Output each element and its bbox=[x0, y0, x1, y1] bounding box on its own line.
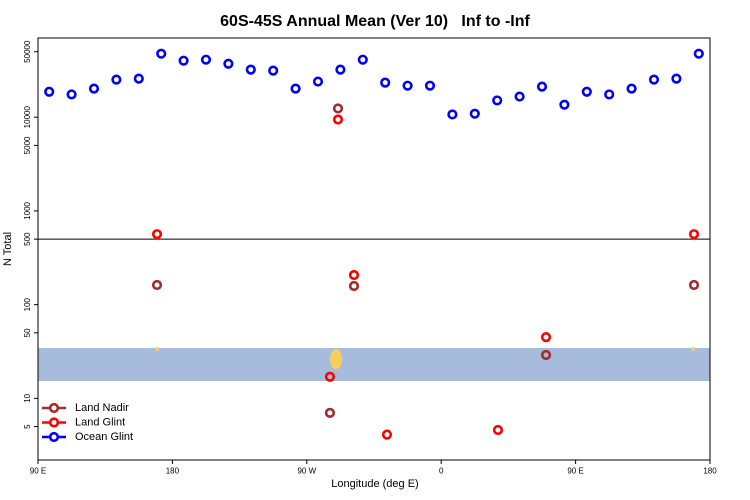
map-strip bbox=[38, 348, 710, 381]
legend-marker bbox=[48, 431, 60, 443]
plot-frame bbox=[37, 37, 711, 461]
legend-label: Ocean Glint bbox=[75, 431, 133, 443]
y-tick-label: 50000 bbox=[23, 40, 32, 63]
y-tick-label: 1000 bbox=[23, 201, 32, 219]
data-point bbox=[540, 349, 552, 361]
data-point bbox=[581, 86, 592, 97]
data-point bbox=[688, 279, 700, 291]
y-axis-label: N Total bbox=[2, 232, 14, 266]
x-tick-label: 180 bbox=[703, 467, 717, 476]
data-point bbox=[381, 429, 393, 440]
data-point bbox=[324, 407, 336, 418]
y-tick-label: 10 bbox=[23, 393, 32, 402]
data-point bbox=[133, 73, 144, 84]
y-tick-label: 10000 bbox=[23, 106, 32, 129]
data-point bbox=[514, 91, 525, 102]
data-point bbox=[335, 64, 346, 75]
data-point bbox=[151, 229, 163, 240]
data-point bbox=[178, 55, 189, 66]
x-tick-label: 0 bbox=[439, 467, 444, 476]
data-point bbox=[348, 280, 360, 292]
data-point bbox=[44, 86, 55, 97]
data-point bbox=[332, 103, 344, 114]
data-point bbox=[357, 54, 368, 65]
data-point bbox=[559, 99, 570, 110]
x-tick-label: 180 bbox=[166, 467, 180, 476]
legend-label: Land Glint bbox=[75, 416, 125, 428]
data-point bbox=[151, 279, 163, 291]
data-point bbox=[626, 83, 637, 94]
legend-marker bbox=[48, 402, 60, 414]
y-tick-label: 5000 bbox=[23, 136, 32, 154]
data-point bbox=[111, 74, 122, 85]
data-point bbox=[200, 54, 212, 65]
data-point bbox=[88, 83, 100, 94]
y-tick-label: 100 bbox=[23, 297, 32, 311]
legend-label: Land Nadir bbox=[75, 402, 129, 414]
y-tick-label: 5 bbox=[23, 424, 32, 429]
data-point bbox=[380, 77, 391, 88]
legend-marker bbox=[48, 417, 60, 428]
data-point bbox=[540, 332, 552, 343]
data-point bbox=[332, 114, 344, 125]
data-point bbox=[536, 81, 548, 92]
data-point bbox=[268, 65, 279, 76]
data-point bbox=[688, 229, 700, 240]
data-point bbox=[245, 64, 256, 75]
data-point bbox=[290, 83, 301, 94]
data-point bbox=[447, 109, 458, 120]
x-tick-label: 90 W bbox=[297, 467, 316, 476]
y-tick-label: 50 bbox=[23, 328, 32, 337]
data-point bbox=[348, 269, 360, 281]
data-point bbox=[693, 48, 704, 59]
data-point bbox=[469, 108, 480, 119]
x-tick-label: 90 E bbox=[30, 467, 46, 476]
chart-title: 60S-45S Annual Mean (Ver 10) Inf to -Inf bbox=[220, 13, 530, 30]
land-patch bbox=[330, 349, 342, 369]
data-point bbox=[402, 80, 413, 91]
x-tick-label: 90 E bbox=[567, 467, 583, 476]
data-point bbox=[492, 95, 503, 106]
data-point bbox=[671, 73, 682, 84]
land-patch bbox=[691, 347, 695, 351]
data-point bbox=[66, 89, 77, 100]
data-point bbox=[312, 76, 324, 87]
data-point bbox=[223, 58, 234, 69]
y-tick-label: 500 bbox=[23, 232, 32, 246]
data-point bbox=[604, 89, 615, 100]
land-patch bbox=[155, 347, 159, 351]
x-axis-label: Longitude (deg E) bbox=[331, 478, 418, 490]
data-point bbox=[156, 48, 167, 59]
data-point bbox=[424, 80, 436, 91]
data-point bbox=[324, 371, 336, 382]
data-point bbox=[648, 74, 660, 85]
data-point bbox=[492, 424, 504, 436]
